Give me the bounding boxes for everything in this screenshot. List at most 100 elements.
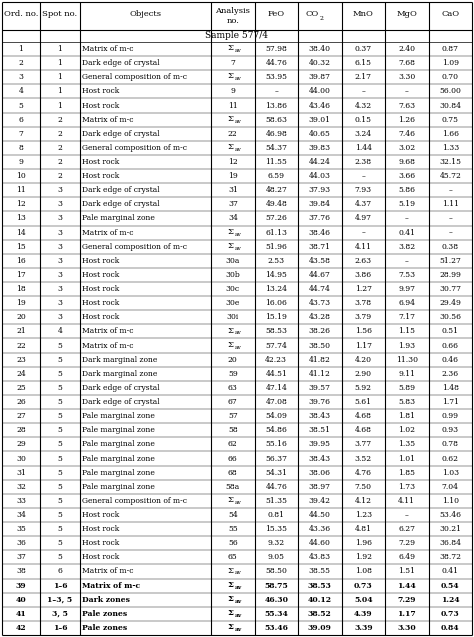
Text: 5: 5 <box>57 440 63 448</box>
Text: 5: 5 <box>57 412 63 420</box>
Text: 54.31: 54.31 <box>265 469 287 476</box>
Text: –: – <box>361 87 365 96</box>
Text: 38.72: 38.72 <box>439 554 461 561</box>
Text: Matrix of m-c: Matrix of m-c <box>82 229 134 236</box>
Text: 30.21: 30.21 <box>439 525 461 533</box>
Text: Σ: Σ <box>228 341 234 349</box>
Text: 32: 32 <box>16 483 26 490</box>
Text: 1.27: 1.27 <box>355 285 372 293</box>
Text: 30e: 30e <box>226 299 240 307</box>
Text: 5: 5 <box>18 101 23 110</box>
Text: 31: 31 <box>16 469 26 476</box>
Text: 1.11: 1.11 <box>442 201 459 208</box>
Text: 14: 14 <box>16 229 26 236</box>
Text: Host rock: Host rock <box>82 540 119 547</box>
Text: 38.71: 38.71 <box>309 243 331 251</box>
Text: 43.36: 43.36 <box>309 525 331 533</box>
Text: 51.96: 51.96 <box>265 243 287 251</box>
Text: 68: 68 <box>228 469 237 476</box>
Text: 61.13: 61.13 <box>265 229 287 236</box>
Text: 23: 23 <box>16 355 26 364</box>
Text: 0.15: 0.15 <box>355 116 372 124</box>
Text: 3: 3 <box>18 73 23 82</box>
Text: Host rock: Host rock <box>82 299 119 307</box>
Text: 0.51: 0.51 <box>442 327 459 336</box>
Text: 3: 3 <box>57 201 63 208</box>
Text: FeO: FeO <box>268 10 285 18</box>
Text: 9.32: 9.32 <box>268 540 285 547</box>
Text: 33: 33 <box>16 497 26 505</box>
Text: 57.74: 57.74 <box>265 341 287 350</box>
Text: 66: 66 <box>228 455 237 462</box>
Text: 46.98: 46.98 <box>265 130 287 138</box>
Text: 3: 3 <box>57 186 63 194</box>
Text: 0.73: 0.73 <box>354 582 373 590</box>
Text: Dark marginal zone: Dark marginal zone <box>82 355 157 364</box>
Text: 9: 9 <box>230 87 235 96</box>
Text: –: – <box>361 229 365 236</box>
Text: 44.60: 44.60 <box>309 540 331 547</box>
Text: 30.77: 30.77 <box>439 285 461 293</box>
Text: 55: 55 <box>228 525 237 533</box>
Text: 43.73: 43.73 <box>309 299 331 307</box>
Text: 0.37: 0.37 <box>355 45 372 53</box>
Text: –: – <box>405 257 409 265</box>
Text: 39.09: 39.09 <box>308 624 332 632</box>
Text: 1.08: 1.08 <box>355 568 372 575</box>
Text: 4.97: 4.97 <box>355 215 372 222</box>
Text: 38.46: 38.46 <box>309 229 331 236</box>
Text: 38.51: 38.51 <box>309 426 331 434</box>
Text: 7.50: 7.50 <box>355 483 372 490</box>
Text: 7.04: 7.04 <box>442 483 459 490</box>
Text: 56: 56 <box>228 540 237 547</box>
Text: 1.09: 1.09 <box>442 59 459 67</box>
Text: 54.86: 54.86 <box>265 426 287 434</box>
Text: 9.05: 9.05 <box>268 554 285 561</box>
Text: –: – <box>448 229 452 236</box>
Text: 0.93: 0.93 <box>442 426 459 434</box>
Text: 0.84: 0.84 <box>441 624 460 632</box>
Text: 7: 7 <box>230 59 235 67</box>
Text: 38.97: 38.97 <box>309 483 331 490</box>
Text: 44.03: 44.03 <box>309 172 331 180</box>
Text: 1.51: 1.51 <box>398 568 415 575</box>
Text: 37: 37 <box>16 554 26 561</box>
Text: 6.49: 6.49 <box>398 554 415 561</box>
Text: 1.92: 1.92 <box>355 554 372 561</box>
Text: 5: 5 <box>57 525 63 533</box>
Text: 34: 34 <box>228 215 238 222</box>
Text: 13: 13 <box>16 215 26 222</box>
Text: 44.74: 44.74 <box>309 285 331 293</box>
Text: Host rock: Host rock <box>82 525 119 533</box>
Text: 5: 5 <box>57 511 63 519</box>
Text: av: av <box>234 571 241 575</box>
Text: 9.68: 9.68 <box>398 158 415 166</box>
Text: 5.89: 5.89 <box>398 384 415 392</box>
Text: 1: 1 <box>57 87 63 96</box>
Text: av: av <box>234 246 241 251</box>
Text: 0.99: 0.99 <box>442 412 459 420</box>
Text: 30.56: 30.56 <box>439 313 461 321</box>
Text: 3.78: 3.78 <box>355 299 372 307</box>
Text: 5: 5 <box>57 370 63 378</box>
Text: 55.16: 55.16 <box>265 440 287 448</box>
Text: 3: 3 <box>57 229 63 236</box>
Text: Σ: Σ <box>228 595 234 603</box>
Text: 24: 24 <box>16 370 26 378</box>
Text: 15: 15 <box>16 243 26 251</box>
Text: 27: 27 <box>16 412 26 420</box>
Text: 6.27: 6.27 <box>398 525 415 533</box>
Text: 15.19: 15.19 <box>265 313 287 321</box>
Text: av: av <box>234 627 242 632</box>
Text: av: av <box>234 500 241 505</box>
Text: Pale marginal zone: Pale marginal zone <box>82 426 155 434</box>
Text: 40: 40 <box>16 596 27 604</box>
Text: 1: 1 <box>18 45 23 53</box>
Text: Matrix of m-c: Matrix of m-c <box>82 327 134 336</box>
Text: 42: 42 <box>16 624 26 632</box>
Text: av: av <box>234 613 242 618</box>
Text: 31: 31 <box>228 186 238 194</box>
Text: 4.32: 4.32 <box>355 101 372 110</box>
Text: Host rock: Host rock <box>82 101 119 110</box>
Text: 49.48: 49.48 <box>265 201 287 208</box>
